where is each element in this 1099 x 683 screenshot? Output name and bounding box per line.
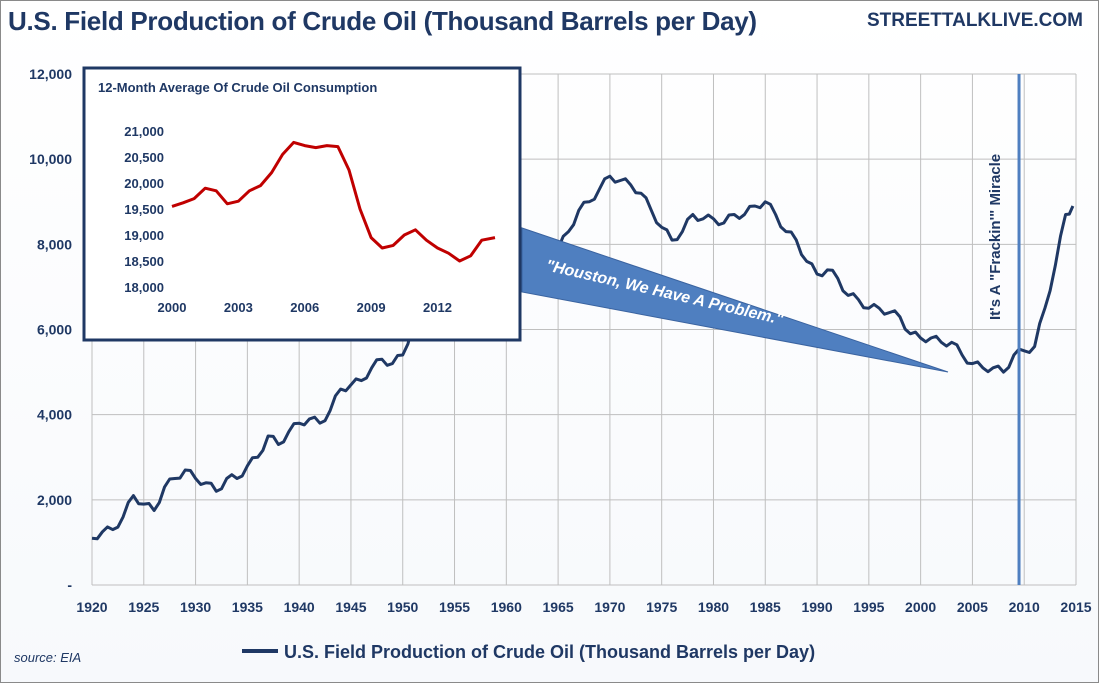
x-tick-label: 1925	[128, 599, 159, 615]
x-tick-label: 1920	[76, 599, 107, 615]
y-axis-ticks: - 2,000 4,000 6,000 8,000 10,000 12,000	[29, 66, 72, 593]
inset-y-tick-label: 19,000	[124, 228, 164, 243]
inset-x-tick-label: 2000	[158, 300, 187, 315]
inset-y-tick-label: 18,000	[124, 280, 164, 295]
x-tick-label: 1935	[232, 599, 263, 615]
y-tick-label: 2,000	[37, 492, 72, 508]
inset-series-line	[171, 140, 496, 263]
inset-y-tick-label: 20,500	[124, 150, 164, 165]
chart-title: U.S. Field Production of Crude Oil (Thou…	[8, 6, 757, 36]
x-tick-label: 2000	[905, 599, 936, 615]
y-tick-label: 6,000	[37, 322, 72, 338]
inset-x-tick-label: 2012	[423, 300, 452, 315]
x-tick-label: 1945	[335, 599, 366, 615]
inset-chart: 12-Month Average Of Crude Oil Consumptio…	[82, 66, 522, 342]
inset-y-tick-label: 21,000	[124, 124, 164, 139]
x-tick-label: 1995	[853, 599, 884, 615]
x-tick-label: 1975	[646, 599, 677, 615]
brand-label: STREETTALKLIVE.COM	[866, 10, 1083, 31]
y-tick-label: 8,000	[37, 236, 72, 252]
x-tick-label: 2005	[957, 599, 988, 615]
inset-frame	[82, 66, 522, 342]
y-tick-label: 4,000	[37, 407, 72, 423]
legend-label: U.S. Field Production of Crude Oil (Thou…	[284, 642, 815, 662]
x-tick-label: 1990	[801, 599, 832, 615]
x-tick-label: 1970	[594, 599, 625, 615]
inset-x-tick-label: 2006	[290, 300, 319, 315]
series-line-production	[91, 174, 1075, 541]
x-tick-label: 1985	[750, 599, 781, 615]
x-tick-label: 1965	[543, 599, 574, 615]
x-tick-label: 2010	[1009, 599, 1040, 615]
legend: U.S. Field Production of Crude Oil (Thou…	[242, 642, 815, 662]
y-tick-label: 10,000	[29, 151, 72, 167]
inset-y-tick-label: 18,500	[124, 254, 164, 269]
fracking-annotation: It's A "Frackin'" Miracle	[987, 154, 1004, 320]
inset-x-tick-label: 2003	[224, 300, 253, 315]
x-tick-label: 1950	[387, 599, 418, 615]
y-tick-label: 12,000	[29, 66, 72, 82]
fracking-annotation-text: It's A "Frackin'" Miracle	[987, 154, 1004, 320]
problem-callout-shape	[521, 227, 949, 373]
x-tick-label: 1980	[698, 599, 729, 615]
inset-title: 12-Month Average Of Crude Oil Consumptio…	[98, 80, 377, 95]
x-tick-label: 1930	[180, 599, 211, 615]
x-tick-label: 1960	[491, 599, 522, 615]
x-tick-label: 1955	[439, 599, 470, 615]
inset-x-tick-label: 2009	[357, 300, 386, 315]
x-tick-label: 1940	[284, 599, 315, 615]
source-note: source: EIA	[14, 650, 82, 665]
y-tick-label: -	[67, 577, 72, 593]
x-axis-ticks: 1920 1925 1930 1935 1940 1945 1950 1955 1960 1965…	[76, 599, 1091, 615]
inset-y-tick-label: 19,500	[124, 202, 164, 217]
x-tick-label: 2015	[1060, 599, 1091, 615]
inset-y-tick-label: 20,000	[124, 176, 164, 191]
